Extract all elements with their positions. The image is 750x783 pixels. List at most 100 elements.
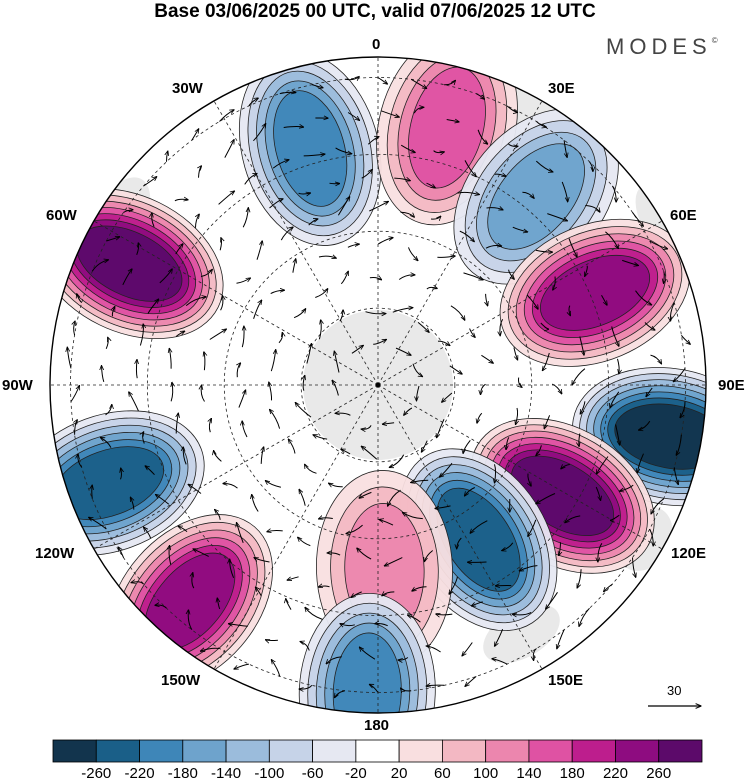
wind-arrow bbox=[651, 498, 664, 514]
wind-arrow bbox=[519, 565, 538, 571]
wind-arrow bbox=[369, 201, 388, 212]
latitude-circle bbox=[223, 230, 533, 540]
wind-arrow bbox=[464, 160, 476, 176]
wind-arrow bbox=[417, 322, 429, 332]
wind-arrow bbox=[450, 305, 465, 320]
label-lon-90w: 90W bbox=[2, 377, 33, 394]
wind-arrow bbox=[411, 480, 429, 482]
wind-arrow bbox=[175, 331, 185, 337]
wind-arrow bbox=[299, 489, 306, 506]
wind-arrow bbox=[475, 93, 484, 100]
wind-arrow bbox=[329, 183, 340, 184]
wind-arrow bbox=[595, 486, 600, 500]
wind-arrow bbox=[347, 112, 359, 121]
modes-logo-text: MODES bbox=[606, 34, 712, 59]
wind-arrow bbox=[130, 497, 133, 510]
wind-arrow bbox=[449, 365, 462, 374]
wind-arrow bbox=[224, 140, 234, 158]
wind-arrow bbox=[568, 238, 577, 257]
copyright-mark: © bbox=[711, 36, 718, 45]
south-pole-marker bbox=[375, 382, 381, 388]
wind-arrow bbox=[192, 573, 195, 589]
wind-arrow bbox=[122, 269, 132, 286]
wind-arrow bbox=[367, 137, 379, 145]
wind-arrow bbox=[351, 345, 364, 354]
wind-arrow bbox=[589, 161, 593, 172]
wind-arrow bbox=[500, 318, 504, 336]
wind-arrow bbox=[244, 174, 257, 185]
wind-arrow bbox=[522, 191, 534, 198]
wind-arrow bbox=[209, 418, 211, 433]
positive-anomaly-center bbox=[50, 188, 224, 340]
wind-arrow bbox=[318, 320, 321, 340]
wind-arrow bbox=[507, 143, 518, 147]
wind-arrow bbox=[486, 208, 504, 210]
wind-arrow bbox=[283, 127, 304, 128]
colorbar-swatch bbox=[95, 739, 140, 763]
colorbar-swatch bbox=[398, 739, 443, 763]
wind-arrow bbox=[204, 352, 205, 371]
wind-arrow bbox=[611, 326, 619, 347]
wind-arrow bbox=[196, 214, 200, 228]
wind-arrow bbox=[610, 514, 620, 520]
wind-arrow bbox=[610, 391, 620, 408]
wind-arrow bbox=[219, 110, 235, 122]
wind-arrow bbox=[615, 424, 620, 446]
wind-arrow bbox=[382, 592, 395, 596]
wind-arrow bbox=[400, 211, 415, 217]
wind-arrow bbox=[577, 569, 582, 588]
wind-arrow bbox=[155, 605, 167, 609]
wind-arrow bbox=[513, 347, 518, 361]
wind-arrow bbox=[369, 277, 382, 279]
wind-arrow bbox=[412, 363, 423, 377]
wind-arrow bbox=[465, 676, 477, 686]
wind-arrow bbox=[253, 300, 262, 319]
wind-arrow bbox=[526, 294, 538, 309]
wind-arrow bbox=[637, 453, 644, 473]
wind-arrow bbox=[169, 546, 172, 565]
colorbar-tick-label: -20 bbox=[345, 765, 367, 782]
wind-vector-field bbox=[67, 77, 690, 698]
colorbar-tick-label: 220 bbox=[602, 765, 628, 782]
label-lon-30e: 30E bbox=[548, 80, 575, 97]
wind-arrow bbox=[424, 550, 434, 562]
wind-arrow bbox=[446, 120, 460, 122]
colorbar-swatch bbox=[139, 739, 184, 763]
wind-arrow bbox=[319, 518, 333, 519]
map-title: Base 03/06/2025 00 UTC, valid 07/06/2025… bbox=[154, 1, 596, 22]
wind-arrow bbox=[551, 383, 562, 394]
wind-arrow bbox=[644, 322, 655, 330]
wind-arrow bbox=[508, 269, 515, 280]
wind-arrow bbox=[646, 387, 653, 397]
wind-arrow bbox=[341, 449, 351, 455]
wind-arrow bbox=[344, 77, 360, 80]
wind-arrow bbox=[306, 344, 312, 364]
wind-arrow bbox=[201, 385, 205, 402]
wind-arrow bbox=[265, 481, 282, 488]
wind-arrow bbox=[649, 528, 654, 546]
wind-arrow bbox=[533, 648, 537, 661]
wind-arrow bbox=[379, 520, 394, 526]
wind-arrow bbox=[433, 150, 445, 153]
wind-arrow bbox=[426, 646, 441, 653]
wind-arrow bbox=[535, 249, 553, 252]
wind-arrow bbox=[92, 485, 93, 499]
wind-arrow bbox=[269, 199, 284, 209]
wind-arrow bbox=[492, 659, 508, 665]
wind-arrow bbox=[359, 491, 372, 498]
colorbar-swatch bbox=[485, 739, 530, 763]
wind-arrow bbox=[242, 208, 248, 228]
wind-arrow bbox=[495, 629, 504, 646]
wind-arrow bbox=[74, 321, 75, 336]
wind-arrow bbox=[329, 483, 343, 487]
wind-arrow bbox=[436, 614, 453, 615]
colorbar-swatch bbox=[355, 739, 400, 763]
wind-arrow bbox=[457, 537, 462, 549]
wind-arrow bbox=[340, 624, 355, 626]
wind-arrow bbox=[598, 543, 603, 562]
wind-arrow bbox=[375, 623, 388, 627]
label-lon-150w: 150W bbox=[161, 672, 201, 689]
wind-arrow bbox=[410, 78, 427, 88]
